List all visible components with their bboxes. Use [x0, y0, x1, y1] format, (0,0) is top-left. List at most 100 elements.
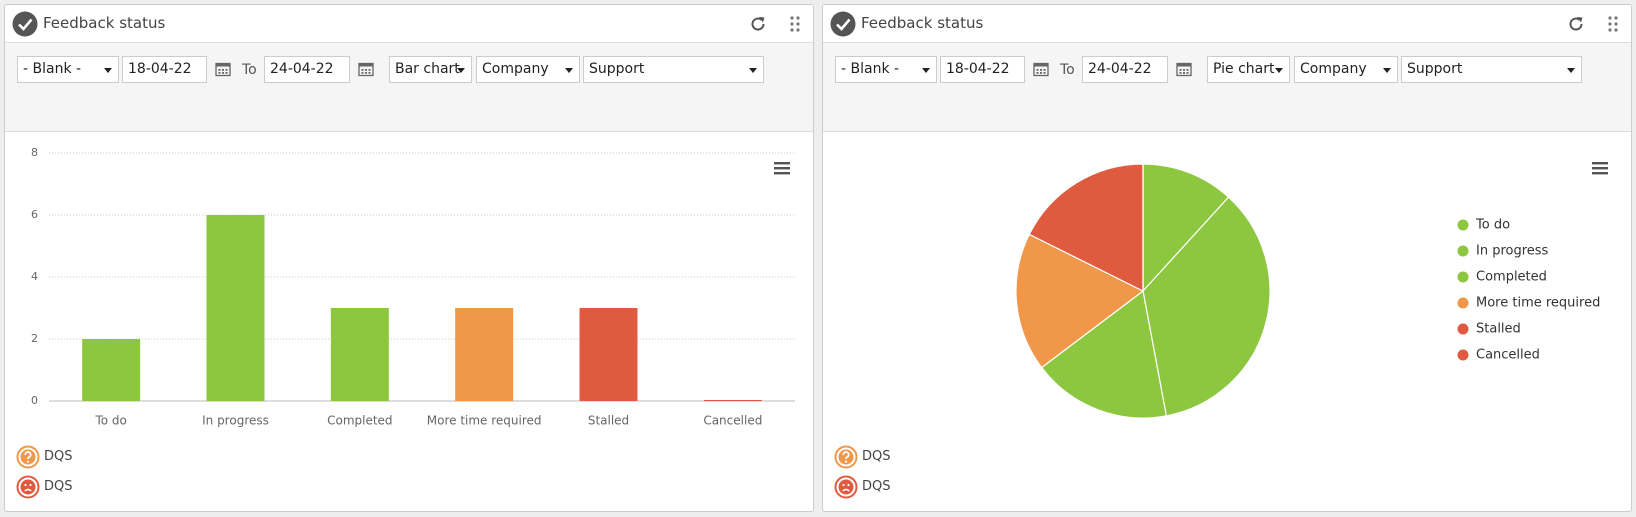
eye: [842, 483, 845, 487]
dropdown-caret: [104, 68, 112, 73]
calendar-day: [1036, 69, 1039, 71]
drag-dot: [790, 28, 794, 32]
drag-dot: [796, 16, 800, 20]
date-input[interactable]: 24-04-22: [264, 56, 350, 83]
calendar-day: [365, 69, 367, 71]
dropdown[interactable]: Company: [1294, 56, 1398, 83]
footer-label: DQS: [44, 479, 73, 494]
date-input[interactable]: 24-04-22: [1082, 56, 1168, 83]
dropdown-caret: [1275, 68, 1283, 73]
calendar-button[interactable]: [358, 61, 374, 77]
dropdown[interactable]: Company: [476, 56, 580, 83]
bar: [206, 215, 265, 401]
drag-dot: [1614, 22, 1618, 26]
filter-bar: - Blank -18-04-22 To 24-04-22 Bar chart Comp…: [5, 43, 813, 132]
legend-label: To do: [1475, 218, 1510, 233]
date-input[interactable]: 18-04-22: [122, 56, 207, 83]
drag-dot: [796, 22, 800, 26]
calendar-button[interactable]: [215, 61, 231, 77]
y-tick-label: 2: [31, 332, 38, 345]
widget-title: Feedback status: [43, 14, 166, 32]
x-tick-label: Cancelled: [703, 414, 762, 428]
drag-dot: [790, 16, 794, 20]
calendar-day: [361, 72, 364, 74]
calendar-button[interactable]: [1176, 61, 1192, 77]
question-dot: [844, 460, 848, 463]
y-tick-label: 6: [31, 208, 38, 221]
dropdown[interactable]: - Blank -: [17, 56, 119, 83]
legend-marker: [1457, 297, 1469, 309]
date-input[interactable]: 18-04-22: [940, 56, 1025, 83]
chart-menu-button[interactable]: [773, 161, 791, 175]
dropdown[interactable]: Support: [583, 56, 764, 83]
calendar-day: [1040, 69, 1042, 71]
dropdown-caret: [1383, 68, 1391, 73]
x-tick-label: In progress: [202, 414, 269, 428]
legend-marker: [1457, 349, 1469, 361]
x-tick-label: Stalled: [588, 414, 629, 428]
pie-slice: [1028, 163, 1144, 292]
frown-icon: [16, 475, 40, 499]
calendar-button[interactable]: [1033, 61, 1049, 77]
calendar-day: [1040, 72, 1042, 74]
calendar-day: [218, 69, 221, 71]
icon-ring: [16, 475, 40, 499]
y-tick-label: 4: [31, 270, 38, 283]
menu-bar: [774, 172, 790, 175]
menu-bar: [1592, 162, 1608, 165]
refresh-arrow: [1577, 17, 1583, 23]
refresh-button[interactable]: [1567, 15, 1585, 33]
widget-panel: Feedback status - Blank -18-04-22 To 24-04-…: [4, 4, 814, 512]
dropdown[interactable]: Pie chart: [1207, 56, 1290, 83]
chart-menu-button[interactable]: [1591, 161, 1609, 175]
dropdown-caret: [749, 68, 757, 73]
icon-fill: [838, 479, 854, 495]
calendar-day: [1043, 69, 1046, 71]
calendar-day: [1043, 72, 1046, 74]
bar: [455, 308, 514, 401]
drag-handle[interactable]: [789, 15, 801, 33]
refresh-button[interactable]: [749, 15, 767, 33]
x-tick-label: More time required: [427, 414, 542, 428]
drag-dot: [796, 28, 800, 32]
widget-header: Feedback status: [5, 5, 813, 43]
drag-handle[interactable]: [1607, 15, 1619, 33]
drag-dot: [790, 22, 794, 26]
dropdown-caret: [1567, 68, 1575, 73]
widget-panel: Feedback status - Blank -18-04-22 To 24-04-…: [822, 4, 1632, 512]
icon-ring: [834, 475, 858, 499]
status-icon: [830, 11, 856, 37]
icon-ring: [16, 445, 40, 469]
menu-bar: [1592, 167, 1608, 170]
footer-label: DQS: [862, 479, 891, 494]
eye: [24, 483, 27, 487]
dropdown[interactable]: - Blank -: [835, 56, 937, 83]
calendar-day: [1186, 72, 1189, 74]
question-dot: [26, 460, 30, 463]
calendar-top: [1177, 63, 1191, 67]
legend-marker: [1457, 219, 1469, 231]
mouth: [24, 488, 32, 492]
chart: 0 2 4 6 8 To do In progress Completed More time …: [31, 146, 795, 428]
icon-circle: [12, 11, 38, 37]
legend-label: Stalled: [1476, 322, 1521, 337]
pie-slice: [1040, 289, 1168, 419]
drag-dot: [1614, 16, 1618, 20]
calendar-day: [1183, 69, 1185, 71]
eye: [29, 483, 32, 487]
menu-bar: [774, 162, 790, 165]
calendar-day: [225, 69, 228, 71]
dropdown[interactable]: Support: [1401, 56, 1582, 83]
dropdown[interactable]: Bar chart: [389, 56, 472, 83]
legend-marker: [1457, 245, 1469, 257]
question-mark: [24, 451, 32, 460]
calendar-day: [368, 69, 371, 71]
widget-title: Feedback status: [861, 14, 984, 32]
calendar-day: [222, 69, 224, 71]
calendar-top: [216, 63, 230, 67]
footer-label: DQS: [44, 449, 73, 464]
calendar-day: [218, 72, 221, 74]
legend-label: In progress: [1476, 244, 1549, 259]
dropdown-caret: [457, 68, 465, 73]
